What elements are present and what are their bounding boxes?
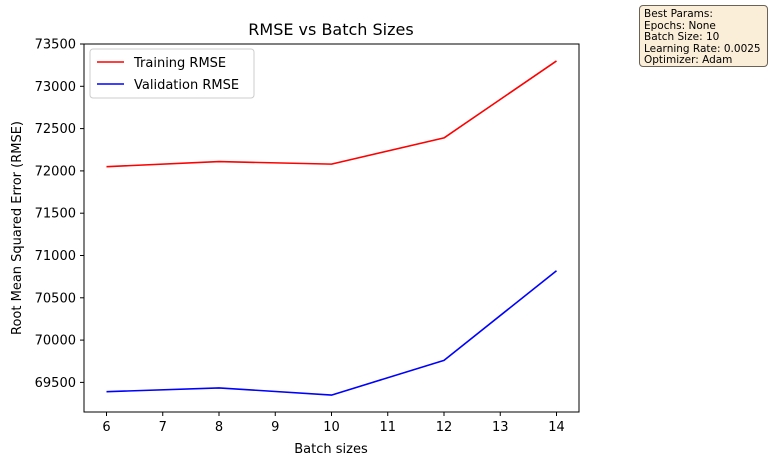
best-params-optimizer: Optimizer: Adam	[644, 54, 733, 67]
y-tick-label: 71500	[35, 207, 76, 222]
x-axis-label: Batch sizes	[294, 442, 368, 457]
best-params-batch-size: Batch Size: 10	[644, 31, 720, 44]
x-axis-ticks: 6 7 8 9 10 11 12 13 14	[102, 412, 565, 435]
plot-lines	[106, 60, 557, 396]
y-tick-label: 70500	[35, 291, 76, 306]
y-tick-label: 71000	[35, 249, 76, 264]
x-tick-label: 11	[379, 420, 396, 435]
x-tick-label: 8	[215, 420, 223, 435]
y-tick-label: 72000	[35, 164, 76, 179]
legend-validation-label: Validation RMSE	[134, 78, 239, 93]
y-tick-label: 73500	[35, 38, 76, 53]
best-params-header: Best Params:	[644, 8, 713, 20]
best-params-epochs: Epochs: None	[644, 19, 716, 32]
x-tick-label: 14	[548, 420, 565, 435]
y-axis-label: Root Mean Squared Error (RMSE)	[10, 121, 25, 335]
y-tick-label: 72500	[35, 122, 76, 137]
chart-title: RMSE vs Batch Sizes	[248, 20, 413, 39]
plot-frame	[83, 43, 580, 413]
legend-box	[89, 48, 255, 99]
x-tick-label: 12	[436, 420, 453, 435]
best-params-learning-rate: Learning Rate: 0.0025	[644, 42, 761, 55]
legend-training-label: Training RMSE	[133, 56, 226, 71]
training-rmse-line	[106, 60, 557, 168]
validation-rmse-line	[106, 270, 557, 396]
best-params-box: Best Params: Epochs: None Batch Size: 10…	[639, 5, 768, 67]
y-axis-ticks: 69500 70000 70500 71000 71500 72000 72500 73000…	[35, 38, 84, 391]
x-tick-label: 9	[271, 420, 279, 435]
legend: Training RMSE Validation RMSE	[89, 48, 255, 99]
x-tick-label: 7	[159, 420, 167, 435]
y-tick-label: 70000	[35, 334, 76, 349]
x-tick-label: 13	[492, 420, 509, 435]
x-tick-label: 6	[102, 420, 110, 435]
y-tick-label: 69500	[35, 376, 76, 391]
x-tick-label: 10	[323, 420, 340, 435]
y-tick-label: 73000	[35, 80, 76, 95]
